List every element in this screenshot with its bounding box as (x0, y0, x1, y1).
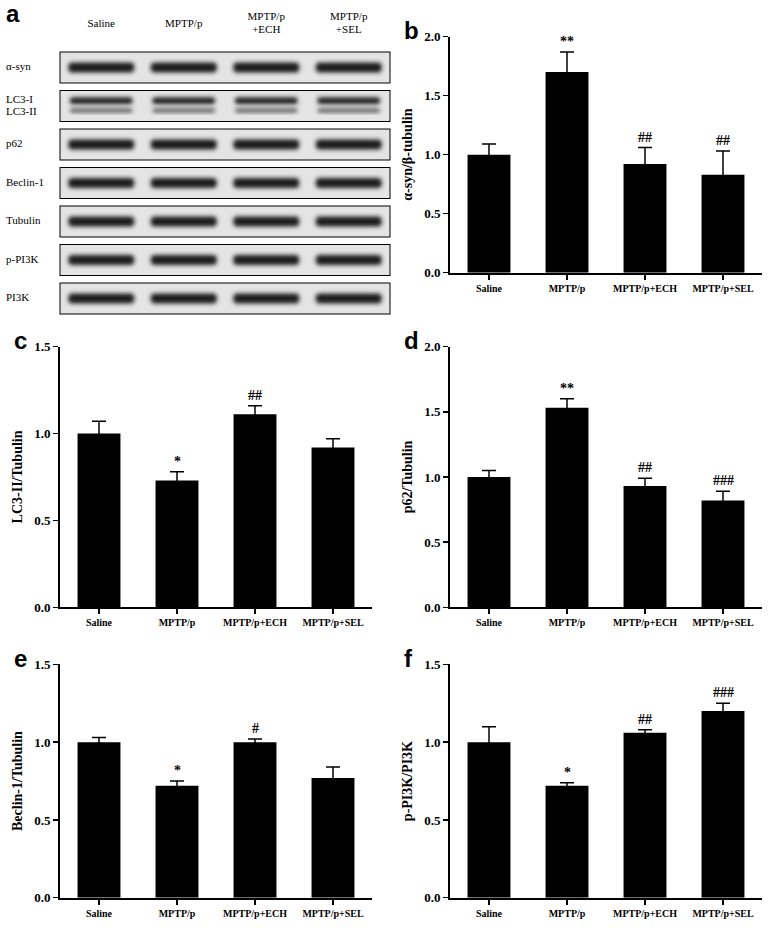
svg-text:Saline: Saline (88, 17, 116, 29)
svg-text:p-PI3K: p-PI3K (6, 253, 38, 265)
svg-text:MPTP/p+ECH: MPTP/p+ECH (613, 283, 677, 294)
svg-text:Saline: Saline (86, 617, 113, 628)
svg-text:0.5: 0.5 (34, 513, 51, 528)
svg-text:Beclin-1: Beclin-1 (6, 176, 44, 188)
svg-text:MPTP/p+SEL: MPTP/p+SEL (692, 908, 754, 919)
svg-text:f: f (404, 645, 413, 672)
svg-text:0.5: 0.5 (424, 206, 441, 221)
svg-text:MPTP/p+ECH: MPTP/p+ECH (248, 10, 286, 35)
svg-text:MPTP/p+SEL: MPTP/p+SEL (692, 617, 754, 628)
svg-text:#: # (252, 721, 259, 736)
svg-text:##: ## (248, 388, 262, 403)
svg-text:0.0: 0.0 (34, 600, 50, 615)
svg-text:0.5: 0.5 (424, 813, 441, 828)
svg-text:Saline: Saline (476, 283, 503, 294)
svg-text:1.5: 1.5 (424, 88, 441, 103)
svg-text:LC3-ILC3-II: LC3-ILC3-II (6, 93, 37, 117)
svg-text:MPTP/p+SEL: MPTP/p+SEL (302, 617, 364, 628)
svg-text:2.0: 2.0 (424, 339, 440, 354)
svg-text:MPTP/p+ECH: MPTP/p+ECH (613, 617, 677, 628)
svg-text:MPTP/p: MPTP/p (159, 617, 196, 628)
svg-text:##: ## (638, 130, 652, 145)
svg-text:a: a (6, 0, 20, 27)
svg-text:Saline: Saline (476, 908, 503, 919)
svg-text:α-syn: α-syn (6, 60, 31, 72)
svg-text:**: ** (560, 381, 574, 396)
svg-text:MPTP/p: MPTP/p (549, 617, 586, 628)
svg-text:p62: p62 (6, 137, 23, 149)
svg-text:1.0: 1.0 (424, 147, 440, 162)
svg-text:Saline: Saline (476, 617, 503, 628)
svg-text:1.0: 1.0 (424, 470, 440, 485)
svg-text:MPTP/p+ECH: MPTP/p+ECH (223, 908, 287, 919)
svg-text:Saline: Saline (86, 908, 113, 919)
svg-text:2.0: 2.0 (424, 29, 440, 44)
svg-text:Tubulin: Tubulin (6, 214, 41, 226)
svg-text:0.0: 0.0 (424, 600, 440, 615)
svg-text:0.0: 0.0 (424, 265, 440, 280)
svg-text:*: * (174, 763, 181, 778)
svg-text:MPTP/p: MPTP/p (159, 908, 196, 919)
svg-text:MPTP/p: MPTP/p (549, 908, 586, 919)
svg-text:MPTP/p+ECH: MPTP/p+ECH (223, 617, 287, 628)
svg-text:###: ### (713, 685, 734, 700)
svg-text:e: e (14, 645, 27, 672)
svg-text:MPTP/p+SEL: MPTP/p+SEL (302, 908, 364, 919)
svg-text:p62/Tubulin: p62/Tubulin (400, 440, 415, 513)
svg-text:1.0: 1.0 (424, 735, 440, 750)
svg-text:1.0: 1.0 (34, 735, 50, 750)
svg-text:1.5: 1.5 (34, 657, 51, 672)
svg-text:c: c (14, 327, 27, 354)
svg-text:##: ## (716, 133, 730, 148)
svg-text:##: ## (638, 460, 652, 475)
svg-text:*: * (174, 454, 181, 469)
svg-text:α-syn/β-tubulin: α-syn/β-tubulin (400, 108, 415, 200)
svg-text:LC3-II/Tubulin: LC3-II/Tubulin (10, 430, 25, 523)
svg-text:1.0: 1.0 (34, 426, 50, 441)
svg-text:0.5: 0.5 (424, 535, 441, 550)
svg-text:0.0: 0.0 (424, 890, 440, 905)
svg-text:1.5: 1.5 (424, 404, 441, 419)
svg-text:##: ## (638, 712, 652, 727)
svg-text:MPTP/p: MPTP/p (165, 17, 203, 29)
svg-text:Beclin-1/Tubulin: Beclin-1/Tubulin (10, 731, 25, 831)
svg-text:**: ** (560, 34, 574, 49)
svg-text:b: b (404, 17, 419, 44)
svg-text:0.5: 0.5 (34, 813, 51, 828)
svg-text:d: d (404, 327, 419, 354)
svg-text:1.5: 1.5 (424, 657, 441, 672)
svg-text:MPTP/p+ECH: MPTP/p+ECH (613, 908, 677, 919)
svg-text:PI3K: PI3K (6, 291, 29, 303)
svg-text:p-PI3K/PI3K: p-PI3K/PI3K (400, 741, 415, 821)
svg-text:*: * (564, 765, 571, 780)
svg-text:1.5: 1.5 (34, 339, 51, 354)
svg-text:###: ### (713, 473, 734, 488)
svg-text:MPTP/p+SEL: MPTP/p+SEL (330, 10, 368, 35)
svg-text:0.0: 0.0 (34, 890, 50, 905)
svg-text:MPTP/p+SEL: MPTP/p+SEL (692, 283, 754, 294)
svg-text:MPTP/p: MPTP/p (549, 283, 586, 294)
